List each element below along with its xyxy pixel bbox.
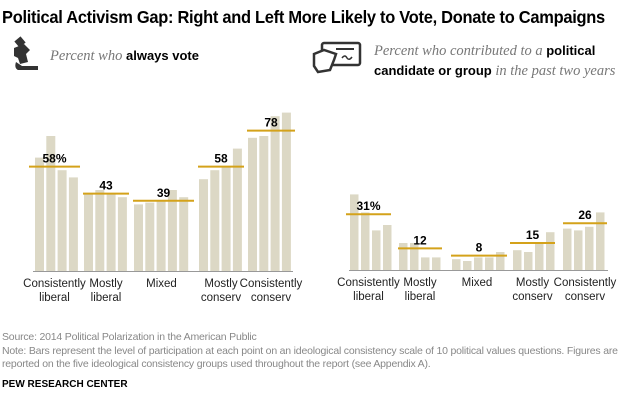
bar [432,257,441,270]
note-line-2: reported on the five ideological consist… [2,358,431,370]
category-label: conserv [565,291,606,303]
group-value-label: 26 [578,208,592,222]
right-subtitle: Percent who contributed to a political c… [374,43,616,79]
category-label: liberal [39,292,70,304]
bar [485,257,494,270]
bar [546,232,555,270]
bar [259,136,269,271]
category-label: conserv [201,292,242,304]
bar [496,252,505,270]
category-label: liberal [91,292,122,304]
bar [421,257,430,270]
bar [399,243,408,270]
bar [84,193,93,271]
bar [221,166,231,271]
group-value-label: 31% [356,199,380,213]
bar [68,177,78,271]
bar [232,148,242,271]
chart-title: Political Activism Gap: Right and Left M… [2,7,605,27]
category-label: Mixed [146,278,177,290]
bar [463,261,472,270]
bar [372,230,381,270]
always-vote-chart: 58% Consistently liberal 43 Mostly liberal 39 M… [23,112,303,304]
category-label: Consistently [337,277,400,289]
category-label: Mostly [89,278,122,290]
bar [361,212,370,270]
bar [199,179,208,271]
category-label: conserv [251,292,292,304]
group-value-label: 15 [526,228,540,242]
bar [563,228,572,270]
bar [350,194,359,270]
contributed-chart: 31% Consistently liberal 12 Mostly liberal 8 Mi… [337,194,617,303]
bar [585,226,594,270]
group-value-label: 58 [214,152,228,166]
category-label: Consistently [554,277,617,289]
bar [574,230,583,270]
bar [46,136,56,271]
group-value-label: 8 [476,241,483,255]
bar [270,116,280,271]
category-label: conserv [512,291,553,303]
category-label: liberal [405,291,436,303]
bar [383,225,392,270]
bar [156,200,166,271]
bar [106,193,116,271]
category-label: Mostly [403,277,436,289]
bar [57,170,67,271]
bar [513,250,522,270]
category-label: Mostly [204,278,237,290]
bar [524,252,533,270]
group-value-label: 39 [157,186,171,200]
hand-check-icon [312,41,362,74]
bar [145,202,155,271]
bar [474,257,483,270]
group-value-label: 58% [42,152,66,166]
org-logo-text: PEW RESEARCH CENTER [2,379,128,390]
note-line-1: Note: Bars represent the level of partic… [2,345,618,357]
bar-charts: 58% Consistently liberal 43 Mostly liberal 39 M… [23,112,617,304]
category-label: Consistently [240,278,303,290]
group-value-label: 78 [264,116,278,130]
group-value-label: 43 [99,179,113,193]
category-label: Mixed [462,277,493,289]
bar [535,243,544,270]
source-note: Source: 2014 Political Polarization in t… [2,331,257,343]
bar [248,137,257,271]
bar [179,197,189,271]
bar [452,259,461,270]
category-label: Mostly [516,277,549,289]
bar [281,112,291,271]
category-label: liberal [353,291,384,303]
bar [167,190,177,271]
hand-ballot-icon [14,36,38,70]
bar [117,197,127,271]
group-value-label: 12 [413,233,427,247]
bar [210,170,220,271]
bar [134,204,143,271]
bar [95,190,105,271]
left-subtitle: Percent who always vote [50,48,199,64]
bar [35,157,44,271]
category-label: Consistently [23,278,86,290]
bar [596,212,605,270]
bar [410,243,419,270]
